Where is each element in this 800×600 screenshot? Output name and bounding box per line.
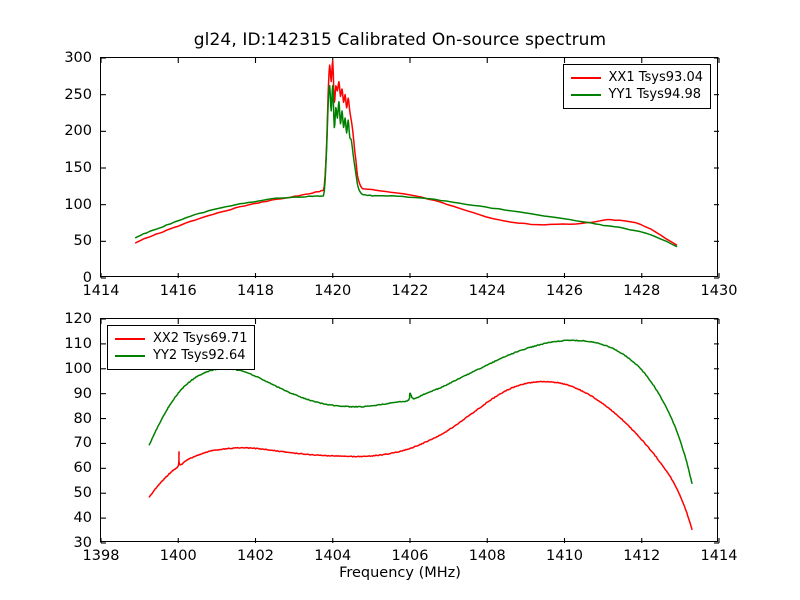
y-tick-label: 30 (73, 535, 92, 551)
y-tick-label: 90 (73, 385, 92, 402)
y-tick-label: 100 (64, 196, 92, 213)
x-tick-label: 1400 (159, 548, 197, 564)
x-tick-label: 1426 (546, 283, 583, 299)
y-tick-label: 100 (64, 360, 92, 377)
x-tick-label: 1408 (468, 548, 506, 564)
x-tick-label: 1404 (314, 548, 352, 564)
y-tick-label: 250 (64, 86, 92, 103)
x-tick-label: 1424 (468, 283, 506, 299)
x-tick-label: 1420 (314, 283, 352, 299)
legend-bottom: XX2 Tsys69.71 YY2 Tsys92.64 (107, 325, 256, 370)
x-tick-label: 1428 (623, 283, 661, 299)
y-tick-label: 110 (64, 335, 92, 352)
x-tick-label: 1414 (82, 283, 120, 299)
legend-swatch-yy1 (570, 93, 601, 96)
y-tick-label: 150 (64, 160, 92, 176)
legend-label-xx2: XX2 Tsys69.71 (153, 331, 248, 346)
x-axis-label-bottom: Frequency (MHz) (339, 565, 461, 581)
x-tick-label: 1410 (546, 548, 583, 564)
bottom-subplot-axes: XX2 Tsys69.71 YY2 Tsys92.64 1398 1400 1402… (64, 311, 737, 564)
x-tick-label: 1412 (623, 548, 661, 564)
top-spectrum-plot-area (100, 57, 720, 279)
x-tick-label: 1398 (82, 548, 120, 564)
legend-label-xx1: XX1 Tsys93.04 (608, 70, 703, 85)
top-subplot-axes: XX1 Tsys93.04 YY1 Tsys94.98 1414 1416 1418… (64, 50, 737, 299)
y-tick-label: 40 (73, 510, 92, 527)
series-line-yy1 (135, 84, 678, 248)
x-tick-label: 1430 (700, 283, 738, 299)
legend-swatch-yy2 (115, 354, 145, 357)
x-tick-label: 1406 (391, 548, 429, 564)
x-tick-label: 1414 (700, 548, 738, 564)
legend-swatch-xx2 (115, 337, 145, 340)
y-tick-label: 70 (73, 435, 92, 452)
y-tick-label: 60 (73, 460, 92, 477)
x-tick-label: 1416 (159, 283, 197, 299)
y-tick-label: 50 (73, 233, 92, 250)
page-title: gl24, ID:142315 Calibrated On-source spe… (193, 30, 607, 50)
legend-label-yy2: YY2 Tsys92.64 (153, 348, 246, 363)
legend-item-xx2: XX2 Tsys69.71 (115, 330, 247, 347)
y-tick-label: 50 (73, 485, 92, 502)
legend-item-yy1: YY1 Tsys94.98 (570, 86, 703, 103)
legend-label-yy1: YY1 Tsys94.98 (608, 87, 702, 102)
legend-top: XX1 Tsys93.04 YY1 Tsys94.98 (562, 64, 711, 109)
y-tick-label: 80 (73, 410, 92, 427)
y-tick-label: 300 (64, 50, 92, 66)
legend-item-xx1: XX1 Tsys93.04 (570, 69, 703, 86)
y-tick-label: 120 (64, 311, 92, 327)
series-line-xx1 (135, 60, 678, 246)
legend-swatch-xx1 (570, 76, 601, 79)
legend-item-yy2: YY2 Tsys92.64 (115, 347, 247, 364)
series-line-xx2 (148, 380, 693, 531)
x-tick-label: 1418 (237, 283, 274, 299)
x-tick-label: 1422 (391, 283, 429, 299)
y-tick-label: 200 (64, 123, 92, 140)
x-tick-label: 1402 (237, 548, 274, 564)
y-tick-label: 0 (82, 270, 92, 286)
